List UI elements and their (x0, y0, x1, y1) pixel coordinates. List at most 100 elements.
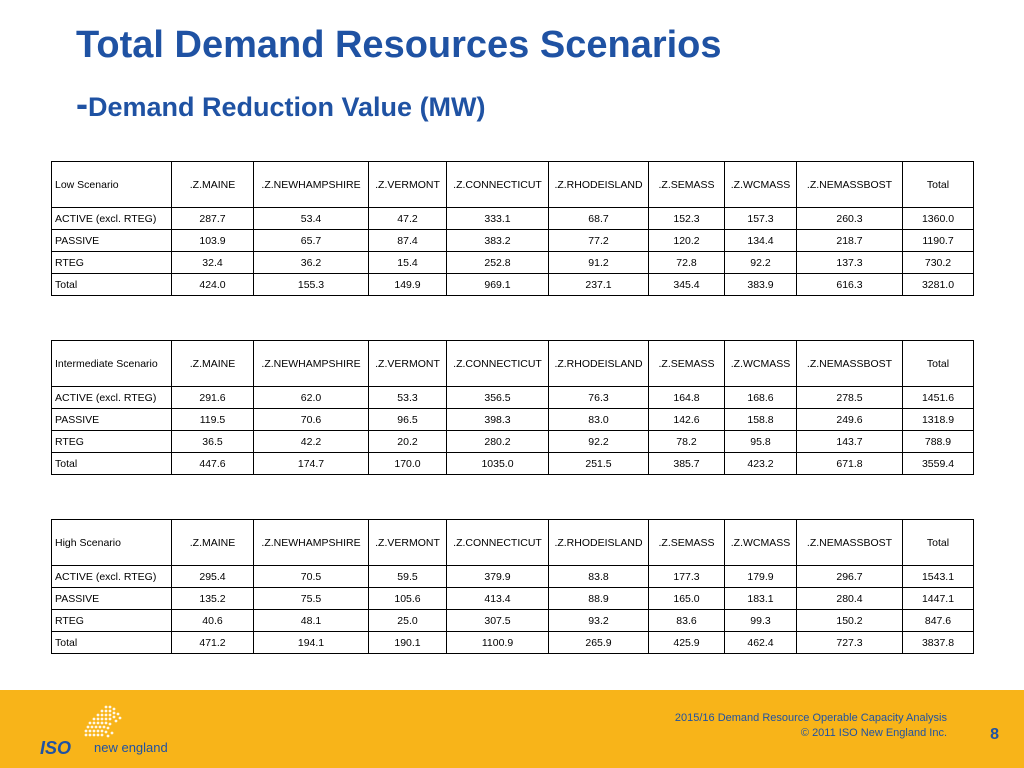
row-label: Total (51, 631, 172, 654)
column-header: .Z.NEMASSBOST (796, 161, 903, 208)
table-cell: 105.6 (368, 587, 447, 610)
table-cell: 447.6 (171, 452, 254, 475)
column-header: .Z.RHODEISLAND (548, 519, 649, 566)
table-cell: 68.7 (548, 207, 649, 230)
table-cell: 413.4 (446, 587, 549, 610)
table-body: Low Scenario .Z.MAINE .Z.NEWHAMPSHIRE .Z.VE… (51, 161, 974, 296)
table-cell: 183.1 (724, 587, 797, 610)
subtitle-dash: - (76, 83, 88, 124)
table-cell: 296.7 (796, 565, 903, 588)
slide-title: Total Demand Resources Scenarios (76, 24, 722, 66)
table-cell: 96.5 (368, 408, 447, 431)
subtitle-text: Demand Reduction Value (MW) (88, 92, 486, 122)
table-cell: 423.2 (724, 452, 797, 475)
row-label: PASSIVE (51, 587, 172, 610)
table-cell: 379.9 (446, 565, 549, 588)
table-cell: 168.6 (724, 386, 797, 409)
column-header: .Z.SEMASS (648, 519, 725, 566)
table-body: Intermediate Scenario .Z.MAINE .Z.NEWHAMPS… (51, 340, 974, 475)
table-cell: 307.5 (446, 609, 549, 632)
table-cell: 218.7 (796, 229, 903, 252)
high-scenario-table: High Scenario .Z.MAINE .Z.NEWHAMPSHIRE .Z.V… (51, 519, 974, 654)
table-cell: 788.9 (902, 430, 974, 453)
table-cell: 47.2 (368, 207, 447, 230)
table-cell: 75.5 (253, 587, 369, 610)
table-cell: 385.7 (648, 452, 725, 475)
table-row: Total 471.2 194.1 190.1 1100.9 265.9 425.9 462.… (51, 631, 974, 654)
table-cell: 92.2 (724, 251, 797, 274)
table-cell: 3837.8 (902, 631, 974, 654)
scenario-label: Intermediate Scenario (51, 340, 172, 387)
new-england-map-icon (84, 705, 122, 738)
table-row: ACTIVE (excl. RTEG) 291.6 62.0 53.3 356.5 76.… (51, 386, 974, 409)
table-cell: 70.5 (253, 565, 369, 588)
table-cell: 671.8 (796, 452, 903, 475)
table-cell: 616.3 (796, 273, 903, 296)
table-header-row: Intermediate Scenario .Z.MAINE .Z.NEWHAMPS… (51, 340, 974, 387)
table-cell: 155.3 (253, 273, 369, 296)
table-cell: 1543.1 (902, 565, 974, 588)
table-row: RTEG 36.5 42.2 20.2 280.2 92.2 78.2 95.8 143.7 78… (51, 430, 974, 453)
table-cell: 83.8 (548, 565, 649, 588)
table-cell: 158.8 (724, 408, 797, 431)
logo-new-england-text: new england (94, 740, 168, 755)
table-cell: 730.2 (902, 251, 974, 274)
table-cell: 142.6 (648, 408, 725, 431)
table-cell: 462.4 (724, 631, 797, 654)
table-cell: 78.2 (648, 430, 725, 453)
footer-caption: 2015/16 Demand Resource Operable Capacit… (675, 711, 947, 741)
row-label: Total (51, 452, 172, 475)
table-cell: 3281.0 (902, 273, 974, 296)
table-cell: 251.5 (548, 452, 649, 475)
table-header-row: Low Scenario .Z.MAINE .Z.NEWHAMPSHIRE .Z.VE… (51, 161, 974, 208)
table-cell: 134.4 (724, 229, 797, 252)
column-header: .Z.SEMASS (648, 161, 725, 208)
table-cell: 727.3 (796, 631, 903, 654)
column-header: .Z.NEWHAMPSHIRE (253, 340, 369, 387)
table-row: RTEG 32.4 36.2 15.4 252.8 91.2 72.8 92.2 137.3 73… (51, 251, 974, 274)
table-row: RTEG 40.6 48.1 25.0 307.5 93.2 83.6 99.3 150.2 84… (51, 609, 974, 632)
iso-new-england-logo: ISO new england (36, 704, 196, 758)
footer-bar: ISO new england 2015/16 Demand Resource … (0, 690, 1024, 768)
table-cell: 237.1 (548, 273, 649, 296)
table-cell: 65.7 (253, 229, 369, 252)
row-label: RTEG (51, 430, 172, 453)
table-cell: 40.6 (171, 609, 254, 632)
table-row: ACTIVE (excl. RTEG) 287.7 53.4 47.2 333.1 68.… (51, 207, 974, 230)
column-header: .Z.NEWHAMPSHIRE (253, 161, 369, 208)
table-cell: 1190.7 (902, 229, 974, 252)
table-row: Total 447.6 174.7 170.0 1035.0 251.5 385.7 423.… (51, 452, 974, 475)
footer-report-title: 2015/16 Demand Resource Operable Capacit… (674, 712, 947, 724)
table-cell: 25.0 (368, 609, 447, 632)
row-label: RTEG (51, 609, 172, 632)
table-cell: 53.3 (368, 386, 447, 409)
column-header: .Z.MAINE (171, 161, 254, 208)
table-row: PASSIVE 103.9 65.7 87.4 383.2 77.2 120.2 134.4 2… (51, 229, 974, 252)
table-cell: 383.2 (446, 229, 549, 252)
column-header: .Z.CONNECTICUT (446, 161, 549, 208)
table-cell: 143.7 (796, 430, 903, 453)
table-cell: 345.4 (648, 273, 725, 296)
table-cell: 87.4 (368, 229, 447, 252)
page-number: 8 (990, 726, 999, 743)
table-cell: 53.4 (253, 207, 369, 230)
table-cell: 424.0 (171, 273, 254, 296)
table-row: ACTIVE (excl. RTEG) 295.4 70.5 59.5 379.9 83.… (51, 565, 974, 588)
table-cell: 32.4 (171, 251, 254, 274)
table-cell: 62.0 (253, 386, 369, 409)
table-cell: 179.9 (724, 565, 797, 588)
column-header: .Z.RHODEISLAND (548, 161, 649, 208)
table-cell: 70.6 (253, 408, 369, 431)
table-cell: 1447.1 (902, 587, 974, 610)
column-header: .Z.WCMASS (724, 519, 797, 566)
footer-copyright: © 2011 ISO New England Inc. (800, 727, 947, 739)
table-cell: 59.5 (368, 565, 447, 588)
table-cell: 260.3 (796, 207, 903, 230)
column-header: Total (902, 519, 974, 566)
row-label: ACTIVE (excl. RTEG) (51, 207, 172, 230)
table-cell: 1035.0 (446, 452, 549, 475)
table-cell: 847.6 (902, 609, 974, 632)
table-cell: 177.3 (648, 565, 725, 588)
table-cell: 287.7 (171, 207, 254, 230)
table-cell: 398.3 (446, 408, 549, 431)
